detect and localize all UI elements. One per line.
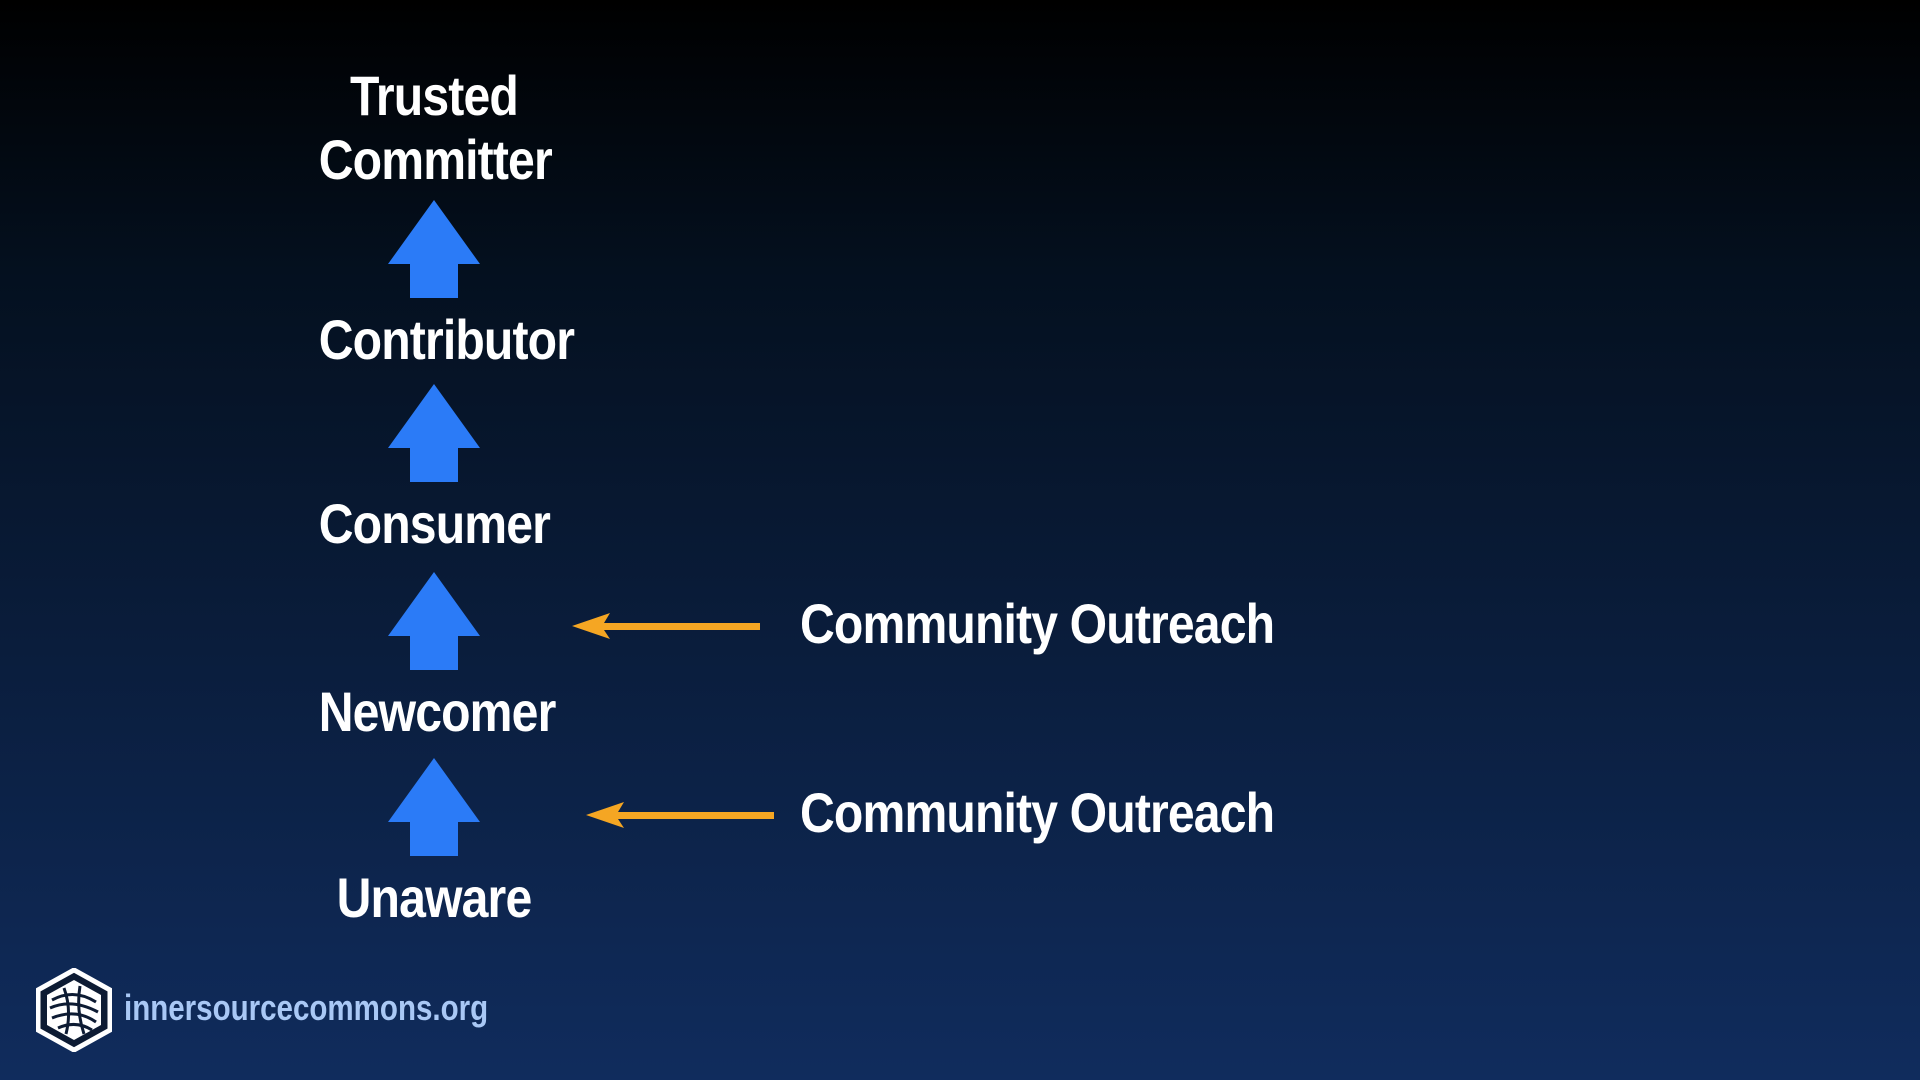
stage-trusted-committer-line1: Trusted — [350, 64, 519, 127]
innersource-logo-icon — [36, 968, 112, 1052]
outreach-label: Community Outreach — [800, 781, 1275, 844]
outreach-label: Community Outreach — [800, 592, 1275, 655]
footer: innersourcecommons.org — [36, 968, 488, 1052]
left-arrow-icon — [586, 802, 774, 828]
up-arrow-icon — [388, 572, 480, 670]
stage-contributor: Contributor — [318, 308, 575, 371]
left-arrow-icon — [572, 613, 760, 639]
up-arrow-icon — [388, 758, 480, 856]
stage-consumer: Consumer — [318, 492, 551, 555]
stage-newcomer: Newcomer — [318, 680, 557, 743]
stage-trusted-committer-line2: Committer — [318, 128, 553, 191]
footer-url-link[interactable]: innersourcecommons.org — [124, 987, 489, 1028]
up-arrow-icon — [388, 200, 480, 298]
stage-trusted-committer: Trusted Committer — [318, 64, 553, 192]
up-arrow-icon — [388, 384, 480, 482]
stage-unaware: Unaware — [336, 866, 533, 929]
